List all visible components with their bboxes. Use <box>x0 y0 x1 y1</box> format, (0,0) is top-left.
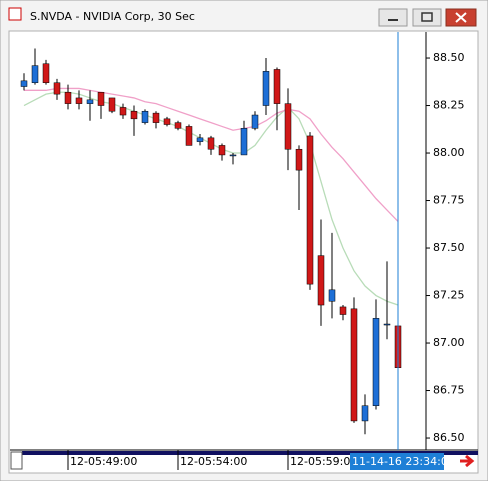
candle-body <box>284 103 292 150</box>
candle-body <box>20 80 28 87</box>
y-tick-label: 88.50 <box>433 51 465 64</box>
candle-body <box>262 71 270 106</box>
minimize-button[interactable] <box>378 8 408 27</box>
y-tick-label: 87.25 <box>433 289 465 302</box>
cursor-label-box <box>350 453 444 470</box>
scroll-handle[interactable] <box>10 451 23 470</box>
candle-body <box>240 128 248 156</box>
chart-panel <box>8 30 479 474</box>
x-tick-label: 12-05:49:00 <box>70 455 137 468</box>
candle-body <box>218 145 226 156</box>
candle-body <box>273 69 281 104</box>
candle-body <box>86 99 94 104</box>
candle-body <box>350 308 358 422</box>
moving-average-line <box>24 87 399 222</box>
candle-body <box>64 91 72 104</box>
candle-body <box>53 82 61 95</box>
maximize-button[interactable] <box>412 8 442 27</box>
app-icon <box>8 7 22 21</box>
scrollbar[interactable] <box>22 451 478 455</box>
candle-body <box>339 306 347 315</box>
y-tick-label: 87.75 <box>433 194 465 207</box>
candle-body <box>31 65 39 83</box>
candle-body <box>295 148 303 171</box>
candle-body <box>152 112 160 123</box>
close-button[interactable] <box>445 8 477 27</box>
candle-body <box>130 110 138 120</box>
candle-body <box>141 110 149 123</box>
candle-body <box>119 107 127 116</box>
x-tick-label: 12-05:59:00 <box>290 455 357 468</box>
candle-body <box>383 323 391 326</box>
candle-body <box>97 91 105 106</box>
candle-body <box>185 126 193 146</box>
candle-body <box>108 97 116 112</box>
candle-body <box>328 289 336 302</box>
candle-body <box>317 255 325 306</box>
candle-body <box>251 114 259 129</box>
candle-body <box>361 405 369 422</box>
window-title: S.NVDA - NVIDIA Corp, 30 Sec <box>30 10 195 23</box>
cursor-label: 11-14-16 23:34:00 <box>352 455 455 468</box>
candle-body <box>75 97 83 104</box>
candle-body <box>372 318 380 406</box>
scroll-right-arrow[interactable] <box>460 454 475 468</box>
y-tick-label: 88.00 <box>433 146 465 159</box>
candle-body <box>196 137 204 142</box>
candle-body <box>42 63 50 83</box>
y-tick-label: 86.50 <box>433 431 465 444</box>
candle-body <box>207 137 215 150</box>
candle-body <box>163 118 171 125</box>
y-tick-label: 87.00 <box>433 336 465 349</box>
y-tick-label: 88.25 <box>433 99 465 112</box>
y-tick-label: 87.50 <box>433 241 465 254</box>
candle-body <box>174 122 182 129</box>
y-tick-label: 86.75 <box>433 384 465 397</box>
candle-body <box>229 154 237 157</box>
candle-body <box>306 135 314 285</box>
x-tick-label: 12-05:54:00 <box>180 455 247 468</box>
